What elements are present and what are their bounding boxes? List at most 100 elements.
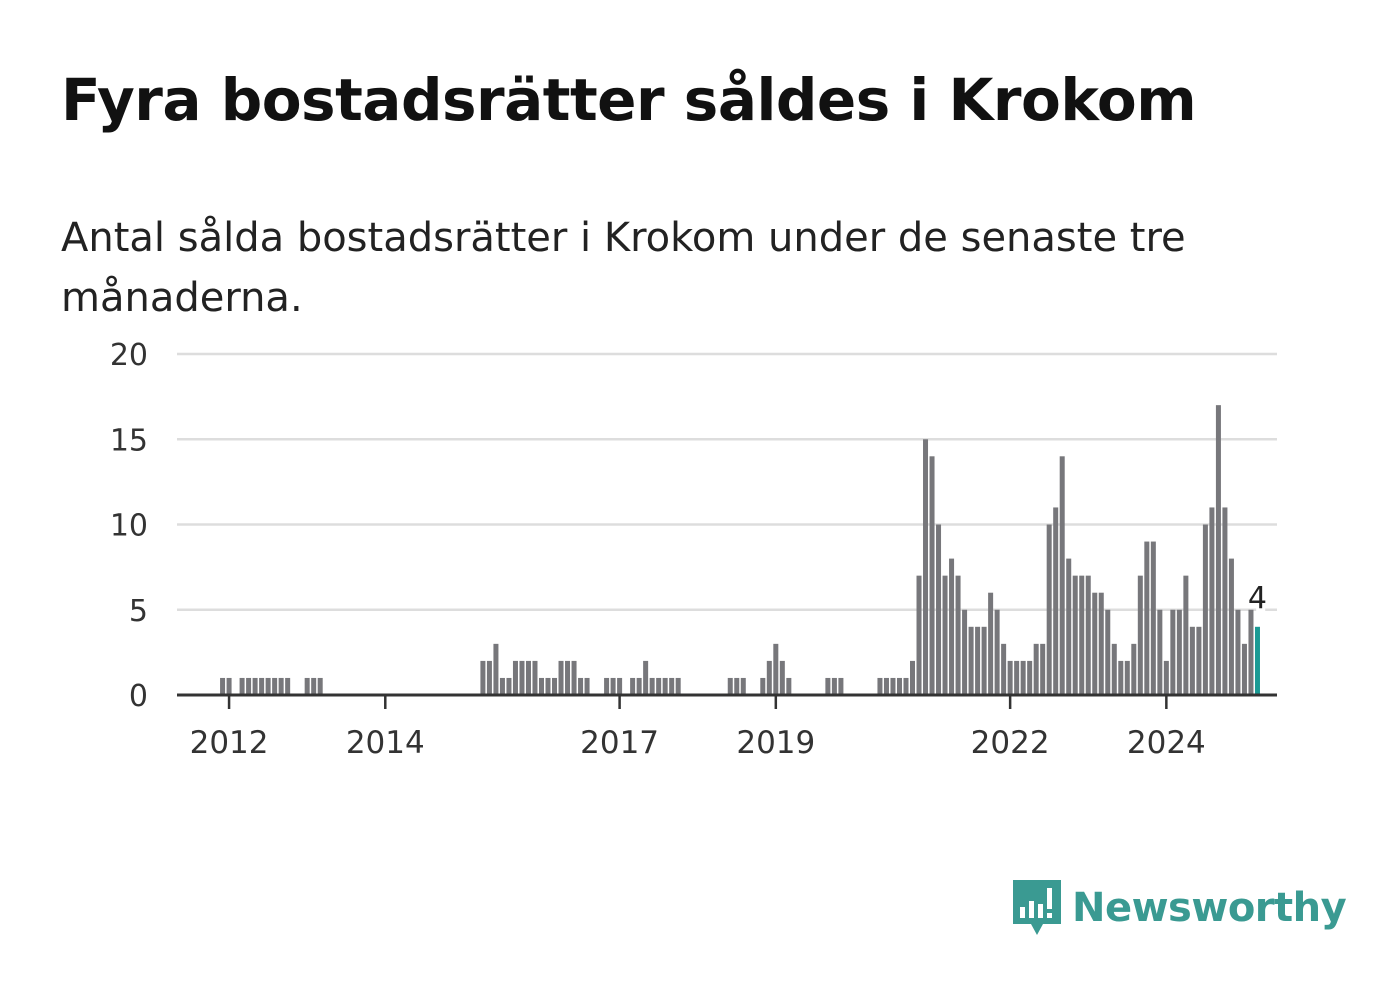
y-tick-label: 10 xyxy=(110,509,148,544)
bar xyxy=(669,677,675,695)
bar xyxy=(506,677,512,695)
bar xyxy=(994,609,1000,695)
bar xyxy=(1131,643,1137,695)
bar xyxy=(1124,660,1130,695)
x-tick-label: 2022 xyxy=(971,725,1050,761)
bar xyxy=(1118,660,1124,695)
bar xyxy=(766,660,772,695)
chart-title: Fyra bostadsrätter såldes i Krokom xyxy=(61,66,1197,134)
bar xyxy=(565,660,571,695)
bar xyxy=(1235,609,1241,695)
bar xyxy=(304,677,310,695)
chart-subtitle: Antal sålda bostadsrätter i Krokom under… xyxy=(61,215,1186,321)
x-tick-label: 2017 xyxy=(580,725,659,761)
bar xyxy=(246,677,252,695)
bar xyxy=(643,660,649,695)
axis-layer xyxy=(177,693,1277,709)
bar xyxy=(740,677,746,695)
bar xyxy=(1170,609,1176,695)
bar xyxy=(877,677,883,695)
bar xyxy=(311,677,317,695)
bar xyxy=(656,677,662,695)
bar xyxy=(1183,575,1189,695)
bar xyxy=(259,677,265,695)
bar xyxy=(239,677,245,695)
bar xyxy=(636,677,642,695)
bar xyxy=(968,626,974,695)
bar xyxy=(1053,507,1059,695)
bar xyxy=(285,677,291,695)
bar xyxy=(988,592,994,695)
bar xyxy=(617,677,623,695)
bar xyxy=(486,660,492,695)
bar xyxy=(1176,609,1182,695)
bar xyxy=(929,456,935,695)
bar xyxy=(499,677,505,695)
bar xyxy=(975,626,981,695)
bar xyxy=(883,677,889,695)
bar xyxy=(1241,643,1247,695)
bar xyxy=(1001,643,1007,695)
bar xyxy=(1079,575,1085,695)
bar xyxy=(630,677,636,695)
newsworthy-logo: Newsworthy xyxy=(1010,877,1347,939)
bar xyxy=(727,677,733,695)
bar xyxy=(226,677,232,695)
bar xyxy=(649,677,655,695)
bar xyxy=(1014,660,1020,695)
bar xyxy=(272,677,278,695)
bar xyxy=(584,677,590,695)
label-layer: 0 5 10 15 20 2012 2014 2017 2019 2022 2024 4 xyxy=(110,338,1270,761)
bar xyxy=(1202,524,1208,695)
bar xyxy=(1027,660,1033,695)
bar xyxy=(779,660,785,695)
bar xyxy=(1150,541,1156,695)
bar xyxy=(525,660,531,695)
x-tick-label: 2012 xyxy=(190,725,269,761)
bar xyxy=(1066,558,1072,695)
bar xyxy=(923,439,929,695)
bar xyxy=(1215,405,1221,695)
bar xyxy=(545,677,551,695)
bar xyxy=(936,524,942,695)
bar xyxy=(1209,507,1215,695)
bar-layer xyxy=(220,405,1260,695)
bar xyxy=(1189,626,1195,695)
bar xyxy=(571,660,577,695)
bar xyxy=(949,558,955,695)
bar xyxy=(220,677,226,695)
bar xyxy=(519,660,525,695)
x-tick-label: 2024 xyxy=(1127,725,1206,761)
bar xyxy=(1196,626,1202,695)
bar xyxy=(773,643,779,695)
bar xyxy=(538,677,544,695)
bar xyxy=(1228,558,1234,695)
bar xyxy=(1092,592,1098,695)
y-tick-label: 5 xyxy=(129,594,148,629)
bar xyxy=(1040,643,1046,695)
bar xyxy=(1222,507,1228,695)
bar xyxy=(1007,660,1013,695)
bar xyxy=(662,677,668,695)
bar xyxy=(831,677,837,695)
bar xyxy=(916,575,922,695)
y-tick-label: 15 xyxy=(110,423,148,458)
bar xyxy=(1163,660,1169,695)
bar xyxy=(942,575,948,695)
bar xyxy=(1144,541,1150,695)
bar xyxy=(558,660,564,695)
y-tick-label: 0 xyxy=(129,679,148,714)
bar xyxy=(786,677,792,695)
bar xyxy=(890,677,896,695)
bar xyxy=(278,677,284,695)
bar xyxy=(1248,609,1254,695)
bar xyxy=(903,677,909,695)
bar xyxy=(317,677,323,695)
bar xyxy=(512,660,518,695)
brand-name: Newsworthy xyxy=(1072,885,1347,931)
bar xyxy=(610,677,616,695)
bar xyxy=(955,575,961,695)
bar xyxy=(604,677,610,695)
bar xyxy=(578,677,584,695)
